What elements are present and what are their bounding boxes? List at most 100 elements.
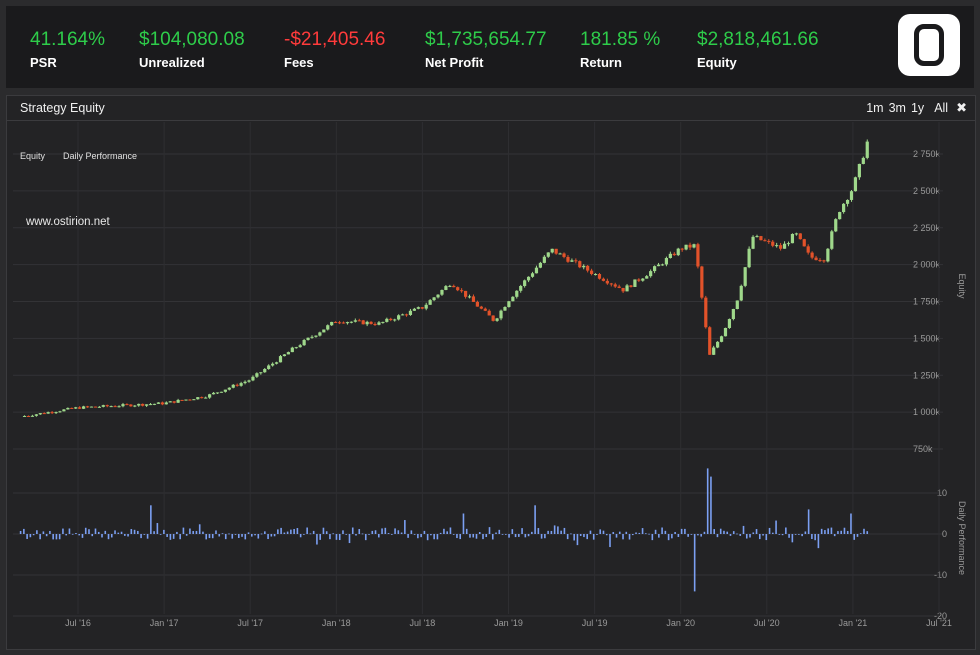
performance-bar <box>78 534 81 536</box>
performance-bar <box>726 531 729 534</box>
equity-candle <box>180 399 184 401</box>
equity-candle <box>483 308 487 311</box>
equity-candle <box>196 397 200 400</box>
stat-value: -$21,405.46 <box>284 29 386 50</box>
performance-bar <box>101 534 103 538</box>
stat-label: Return <box>580 55 622 70</box>
equity-candle <box>558 253 562 255</box>
equity-candle <box>759 236 763 241</box>
performance-bar <box>127 534 129 537</box>
equity-candle <box>247 380 251 382</box>
x-tick-label: Jan '18 <box>322 618 351 628</box>
equity-candle <box>629 285 633 287</box>
equity-candle <box>853 177 858 192</box>
performance-bar <box>290 529 292 534</box>
equity-candle <box>692 244 696 248</box>
performance-bar <box>257 534 260 539</box>
legend-equity: Equity <box>20 151 46 161</box>
performance-bar <box>91 534 94 537</box>
equity-candle <box>227 387 231 390</box>
equity-tick-label: 2 500k <box>913 186 941 196</box>
performance-bar <box>452 534 455 535</box>
performance-bar <box>348 534 351 544</box>
equity-candle <box>412 308 416 311</box>
equity-candle <box>806 246 810 253</box>
equity-candle <box>349 321 353 323</box>
equity-candle <box>282 354 287 357</box>
equity-candle <box>719 336 724 342</box>
performance-bar <box>374 530 377 534</box>
equity-candle <box>294 347 298 349</box>
performance-bar <box>394 528 396 534</box>
performance-bar <box>856 534 859 537</box>
performance-bar <box>104 530 107 534</box>
equity-candle <box>353 320 357 322</box>
performance-bar <box>329 534 331 540</box>
performance-bar <box>296 528 299 534</box>
equity-tick-label: 1 500k <box>913 333 941 343</box>
performance-bar <box>605 534 608 536</box>
performance-bar <box>143 534 146 535</box>
range-1y-button[interactable]: 1y <box>910 101 925 115</box>
equity-tick-label: 1 250k <box>913 370 941 380</box>
close-icon[interactable]: ✖ <box>956 100 967 115</box>
equity-candle <box>26 415 31 417</box>
equity-candle <box>491 315 495 321</box>
stat-label: PSR <box>30 55 57 70</box>
performance-bar <box>811 534 813 539</box>
equity-candle <box>137 403 141 406</box>
performance-bar <box>807 509 810 534</box>
equity-candle <box>779 245 783 249</box>
performance-bar <box>703 531 706 534</box>
equity-candle <box>664 258 669 265</box>
equity-candle <box>290 347 294 353</box>
performance-bar <box>645 533 647 535</box>
performance-tick-label: -10 <box>934 570 947 580</box>
performance-bar <box>293 528 295 534</box>
performance-bar <box>107 534 110 540</box>
equity-candle <box>625 285 629 292</box>
stat-return: 181.85 % Return <box>580 29 660 70</box>
equity-candle <box>58 411 62 413</box>
range-3m-button[interactable]: 3m <box>888 101 906 115</box>
performance-bar <box>501 534 504 535</box>
equity-candle <box>775 245 779 247</box>
performance-bar <box>446 531 448 534</box>
equity-candle <box>660 264 665 266</box>
performance-bar <box>563 527 566 534</box>
equity-candle <box>668 253 672 259</box>
equity-candle <box>204 397 208 399</box>
performance-bar <box>850 513 852 534</box>
equity-candle <box>188 399 192 401</box>
range-all-button[interactable]: All <box>934 101 949 115</box>
equity-candle <box>696 244 700 267</box>
equity-candle <box>822 260 826 262</box>
equity-candle <box>42 413 46 415</box>
performance-bar <box>729 534 732 536</box>
performance-bar <box>684 528 686 534</box>
performance-bar <box>570 533 572 535</box>
performance-bar <box>667 534 670 541</box>
range-1m-button[interactable]: 1m <box>866 101 884 115</box>
equity-candle <box>786 243 791 245</box>
performance-bar <box>469 534 471 538</box>
equity-candle <box>416 307 420 309</box>
equity-candle <box>121 404 125 407</box>
equity-candle <box>546 252 550 257</box>
performance-bar <box>674 531 676 534</box>
performance-bar <box>309 533 312 535</box>
equity-candle <box>739 285 743 301</box>
equity-candle <box>676 248 680 256</box>
equity-candle <box>645 276 649 279</box>
equity-candle <box>570 260 574 262</box>
equity-candle <box>34 414 38 416</box>
performance-bar <box>521 528 523 534</box>
performance-bar <box>88 529 90 534</box>
performance-bar <box>804 531 807 534</box>
performance-bar <box>622 534 624 540</box>
performance-bar <box>641 528 644 534</box>
performance-bar <box>110 534 113 538</box>
performance-bar <box>791 534 794 543</box>
equity-candle <box>215 392 220 394</box>
performance-bar <box>81 534 84 538</box>
